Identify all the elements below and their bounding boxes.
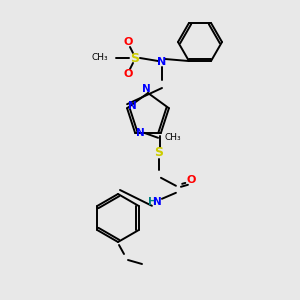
Text: S: S <box>130 52 140 64</box>
Text: O: O <box>186 175 196 185</box>
Text: CH₃: CH₃ <box>92 53 108 62</box>
Text: H: H <box>148 197 157 207</box>
Text: N: N <box>128 101 136 111</box>
Text: CH₃: CH₃ <box>164 133 181 142</box>
Text: O: O <box>123 69 133 79</box>
Text: O: O <box>123 37 133 47</box>
Text: S: S <box>154 146 164 159</box>
Text: N: N <box>158 57 166 67</box>
Text: N: N <box>153 197 161 207</box>
Text: N: N <box>136 128 144 138</box>
Text: N: N <box>142 84 150 94</box>
